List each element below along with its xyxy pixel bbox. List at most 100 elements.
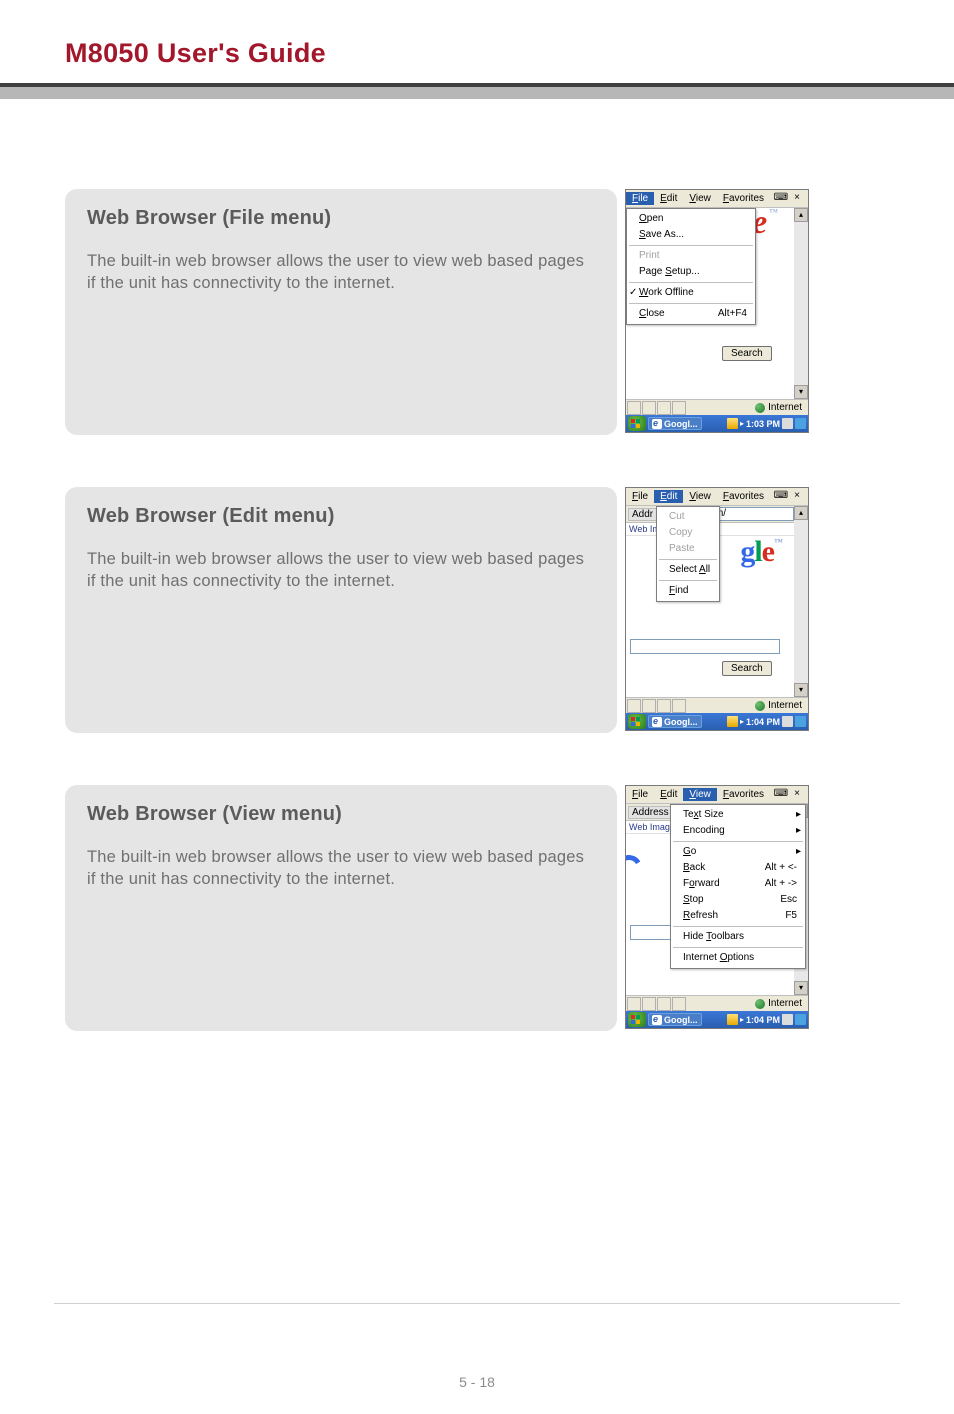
menu-separator xyxy=(659,580,717,581)
tray-arrow-icon[interactable]: ▸ xyxy=(740,717,744,726)
globe-icon xyxy=(755,999,765,1009)
globe-icon xyxy=(755,403,765,413)
menubar-item[interactable]: Edit xyxy=(654,192,683,205)
status-text: Internet xyxy=(768,402,802,413)
menubar-item[interactable]: View xyxy=(683,490,717,503)
close-icon[interactable]: × xyxy=(788,191,806,204)
menu-separator xyxy=(673,841,803,842)
ie-icon xyxy=(652,717,662,727)
start-button[interactable] xyxy=(628,1012,646,1027)
status-text: Internet xyxy=(768,998,802,1009)
menu-item[interactable]: Page Setup... xyxy=(627,264,755,280)
search-button[interactable]: Search xyxy=(722,661,772,676)
menu-item[interactable]: StopEsc xyxy=(671,892,805,908)
search-button[interactable]: Search xyxy=(722,346,772,361)
menu-item[interactable]: ForwardAlt + -> xyxy=(671,876,805,892)
taskbar-button[interactable]: Googl... xyxy=(648,715,702,728)
clock: 1:04 PM xyxy=(746,717,780,727)
clock: 1:04 PM xyxy=(746,1015,780,1025)
doc-section: Web Browser (File menu)The built-in web … xyxy=(65,189,889,435)
tray-arrow-icon[interactable]: ▸ xyxy=(740,1015,744,1024)
menubar-item[interactable]: View xyxy=(683,192,717,205)
menu-item[interactable]: Text Size▸ xyxy=(671,807,805,823)
menu-separator xyxy=(629,245,753,246)
start-button[interactable] xyxy=(628,416,646,431)
document-page: M8050 User's Guide Web Browser (File men… xyxy=(0,0,954,1414)
divider-light xyxy=(0,87,954,99)
doc-section: Web Browser (Edit menu)The built-in web … xyxy=(65,487,889,733)
menu-item[interactable]: Select All xyxy=(657,562,719,578)
status-text: Internet xyxy=(768,700,802,711)
windows-taskbar: Googl... ▸1:04 PM xyxy=(626,713,808,730)
menu-separator xyxy=(673,947,803,948)
menubar-item[interactable]: Favorites xyxy=(717,788,770,801)
start-button[interactable] xyxy=(628,714,646,729)
menubar-item[interactable]: File xyxy=(626,192,654,205)
browser-screenshot: FileEditViewFavorites⌨×Addrw.google.com/… xyxy=(625,487,809,731)
ie-icon xyxy=(652,1015,662,1025)
scroll-up-icon[interactable]: ▴ xyxy=(794,208,808,222)
menu-item[interactable]: Hide Toolbars xyxy=(671,929,805,945)
section-body: The built-in web browser allows the user… xyxy=(87,846,595,891)
connection-icon[interactable] xyxy=(727,716,738,727)
address-label: Address xyxy=(628,806,673,819)
menubar-item[interactable]: Edit xyxy=(654,788,683,801)
taskbar-button[interactable]: Googl... xyxy=(648,1013,702,1026)
taskbar-button[interactable]: Googl... xyxy=(648,417,702,430)
desktop-icon[interactable] xyxy=(795,418,806,429)
scroll-down-icon[interactable]: ▾ xyxy=(794,981,808,995)
menu-item[interactable]: Open xyxy=(627,211,755,227)
windows-taskbar: Googl... ▸1:03 PM xyxy=(626,415,808,432)
dropdown-menu: CutCopyPasteSelect AllFind xyxy=(656,506,720,602)
google-logo-fragment: gle™ xyxy=(740,537,782,569)
browser-statusbar: Internet xyxy=(626,995,808,1011)
menubar-item[interactable]: File xyxy=(626,788,654,801)
menubar-item[interactable]: Favorites xyxy=(717,192,770,205)
menu-item[interactable]: CloseAlt+F4 xyxy=(627,306,755,322)
clock: 1:03 PM xyxy=(746,419,780,429)
connection-icon[interactable] xyxy=(727,418,738,429)
menu-item[interactable]: RefreshF5 xyxy=(671,908,805,924)
sip-icon[interactable] xyxy=(782,1014,793,1025)
page-footer: 5 - 18 xyxy=(54,1303,900,1414)
browser-menubar: FileEditViewFavorites⌨× xyxy=(626,190,808,208)
tray-arrow-icon[interactable]: ▸ xyxy=(740,419,744,428)
dropdown-menu: Text Size▸Encoding▸ Go▸BackAlt + <-Forwar… xyxy=(670,804,806,969)
vertical-scrollbar[interactable]: ▴▾ xyxy=(794,208,808,399)
browser-menubar: FileEditViewFavorites⌨× xyxy=(626,786,808,804)
vertical-scrollbar[interactable]: ▴▾ xyxy=(794,506,808,697)
close-icon[interactable]: × xyxy=(788,787,806,800)
sip-icon[interactable] xyxy=(782,716,793,727)
menu-item[interactable]: ✓Work Offline xyxy=(627,285,755,301)
menubar-item[interactable]: Edit xyxy=(654,490,683,503)
windows-taskbar: Googl... ▸1:04 PM xyxy=(626,1011,808,1028)
menu-item[interactable]: Internet Options xyxy=(671,950,805,966)
globe-icon xyxy=(755,701,765,711)
google-search-input[interactable] xyxy=(630,639,780,654)
text-card: Web Browser (View menu) The built-in web … xyxy=(65,785,617,1031)
menu-item[interactable]: Find xyxy=(657,583,719,599)
scroll-down-icon[interactable]: ▾ xyxy=(794,683,808,697)
scroll-up-icon[interactable]: ▴ xyxy=(794,506,808,520)
menu-item[interactable]: Encoding▸ xyxy=(671,823,805,839)
close-icon[interactable]: × xyxy=(788,489,806,502)
menu-separator xyxy=(629,303,753,304)
sip-icon[interactable] xyxy=(782,418,793,429)
section-title: Web Browser (View menu) xyxy=(87,803,595,826)
browser-statusbar: Internet xyxy=(626,697,808,713)
menu-item[interactable]: Save As... xyxy=(627,227,755,243)
menu-item[interactable]: BackAlt + <- xyxy=(671,860,805,876)
desktop-icon[interactable] xyxy=(795,1014,806,1025)
menu-item: Copy xyxy=(657,525,719,541)
connection-icon[interactable] xyxy=(727,1014,738,1025)
menu-item[interactable]: Go▸ xyxy=(671,844,805,860)
scroll-down-icon[interactable]: ▾ xyxy=(794,385,808,399)
browser-menubar: FileEditViewFavorites⌨× xyxy=(626,488,808,506)
menubar-item[interactable]: Favorites xyxy=(717,490,770,503)
address-label: Addr xyxy=(628,508,657,521)
section-body: The built-in web browser allows the user… xyxy=(87,548,595,593)
menubar-item[interactable]: View xyxy=(683,788,717,801)
menubar-item[interactable]: File xyxy=(626,490,654,503)
desktop-icon[interactable] xyxy=(795,716,806,727)
doc-section: Web Browser (View menu) The built-in web … xyxy=(65,785,889,1031)
